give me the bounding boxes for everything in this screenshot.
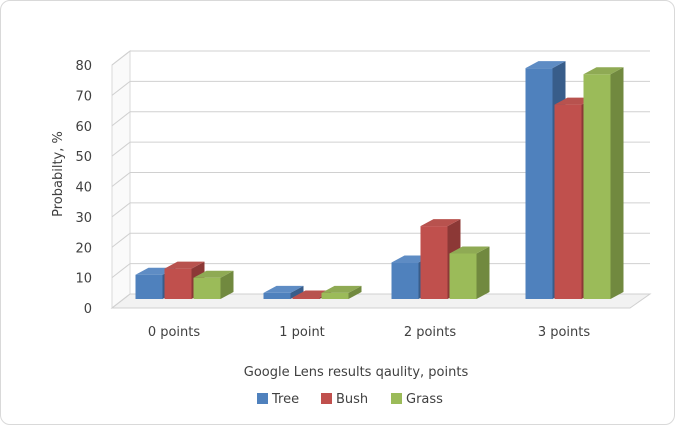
bar-top	[583, 67, 624, 75]
bar-side	[220, 270, 234, 299]
y-tick-label: 70	[75, 89, 92, 104]
bar-tree	[263, 285, 304, 299]
bar-top	[449, 246, 490, 254]
x-axis-categories: 0 points 1 point 2 points 3 points	[148, 325, 591, 340]
bar-front	[554, 104, 582, 299]
bar-front	[193, 277, 221, 299]
legend: Tree Bush Grass	[257, 392, 443, 407]
bar-front	[420, 226, 448, 299]
bar-front	[321, 292, 349, 299]
bar-grass	[449, 246, 490, 299]
y-tick-label: 0	[84, 302, 92, 317]
bar-side	[476, 246, 490, 299]
bar-top	[164, 261, 205, 269]
bar-grass	[193, 270, 234, 299]
legend-label: Grass	[406, 392, 443, 407]
bar-top	[525, 61, 566, 69]
bar-side	[610, 67, 624, 299]
legend-swatch	[321, 393, 332, 404]
bar-front	[135, 274, 163, 299]
y-axis-ticks: 0 10 20 30 40 50 60 70 80	[75, 59, 92, 317]
y-tick-label: 30	[75, 211, 92, 226]
x-axis-title: Google Lens results qaulity, points	[244, 365, 469, 380]
bar-front	[292, 297, 320, 299]
gridline-side	[111, 263, 131, 279]
gridline-side	[111, 141, 131, 157]
x-category-label: 3 points	[538, 325, 591, 340]
bar-front	[263, 292, 291, 299]
bar-grass	[583, 67, 624, 299]
gridline-side	[111, 50, 131, 66]
bar-side	[348, 285, 362, 299]
legend-label: Tree	[271, 392, 299, 407]
gridline-side	[111, 232, 131, 248]
bar-side	[290, 285, 304, 299]
bar-front	[449, 253, 477, 299]
y-tick-label: 20	[75, 241, 92, 256]
gridline-side	[111, 202, 131, 218]
x-category-label: 0 points	[148, 325, 201, 340]
y-tick-label: 40	[75, 181, 92, 196]
legend-label: Bush	[336, 392, 368, 407]
x-category-label: 1 point	[279, 325, 325, 340]
bar-top	[321, 285, 362, 293]
gridline-side	[111, 293, 131, 309]
legend-item-tree: Tree	[257, 392, 299, 407]
bar-top	[193, 270, 234, 278]
gridline-side	[111, 172, 131, 187]
bars	[135, 61, 624, 300]
bar-front	[164, 268, 192, 299]
y-tick-label: 80	[75, 59, 92, 74]
bar-top	[420, 219, 461, 227]
y-tick-label: 50	[75, 150, 92, 165]
gridline-side	[111, 80, 131, 96]
y-axis-title: Probabilty, %	[51, 131, 66, 217]
y-tick-label: 10	[75, 272, 92, 287]
legend-item-grass: Grass	[391, 392, 443, 407]
bar-grass	[321, 285, 362, 299]
y-tick-label: 60	[75, 120, 92, 135]
bar-top	[263, 285, 304, 293]
legend-item-bush: Bush	[321, 392, 368, 407]
legend-swatch	[391, 393, 402, 404]
legend-swatch	[257, 393, 268, 404]
gridline-side	[111, 111, 131, 127]
bar-front	[525, 68, 553, 300]
bar-front	[583, 74, 611, 299]
bar-front	[391, 262, 419, 299]
x-category-label: 2 points	[404, 325, 457, 340]
